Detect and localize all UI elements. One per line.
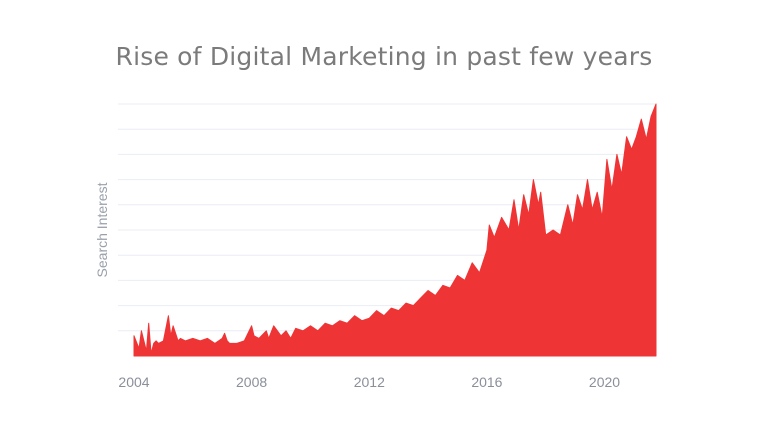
chart-title: Rise of Digital Marketing in past few ye… — [115, 42, 653, 71]
x-tick-label: 2008 — [236, 374, 267, 390]
x-axis-ticks: 2004 2008 2012 2016 2020 — [118, 374, 620, 390]
x-tick-label: 2020 — [589, 374, 620, 390]
area-series-fill — [133, 103, 657, 357]
x-tick-label: 2016 — [471, 374, 502, 390]
x-tick-label: 2004 — [118, 374, 149, 390]
gridlines — [118, 103, 656, 332]
y-axis-label: Search Interest — [94, 182, 110, 277]
area-series — [133, 103, 657, 357]
x-tick-label: 2012 — [354, 374, 385, 390]
